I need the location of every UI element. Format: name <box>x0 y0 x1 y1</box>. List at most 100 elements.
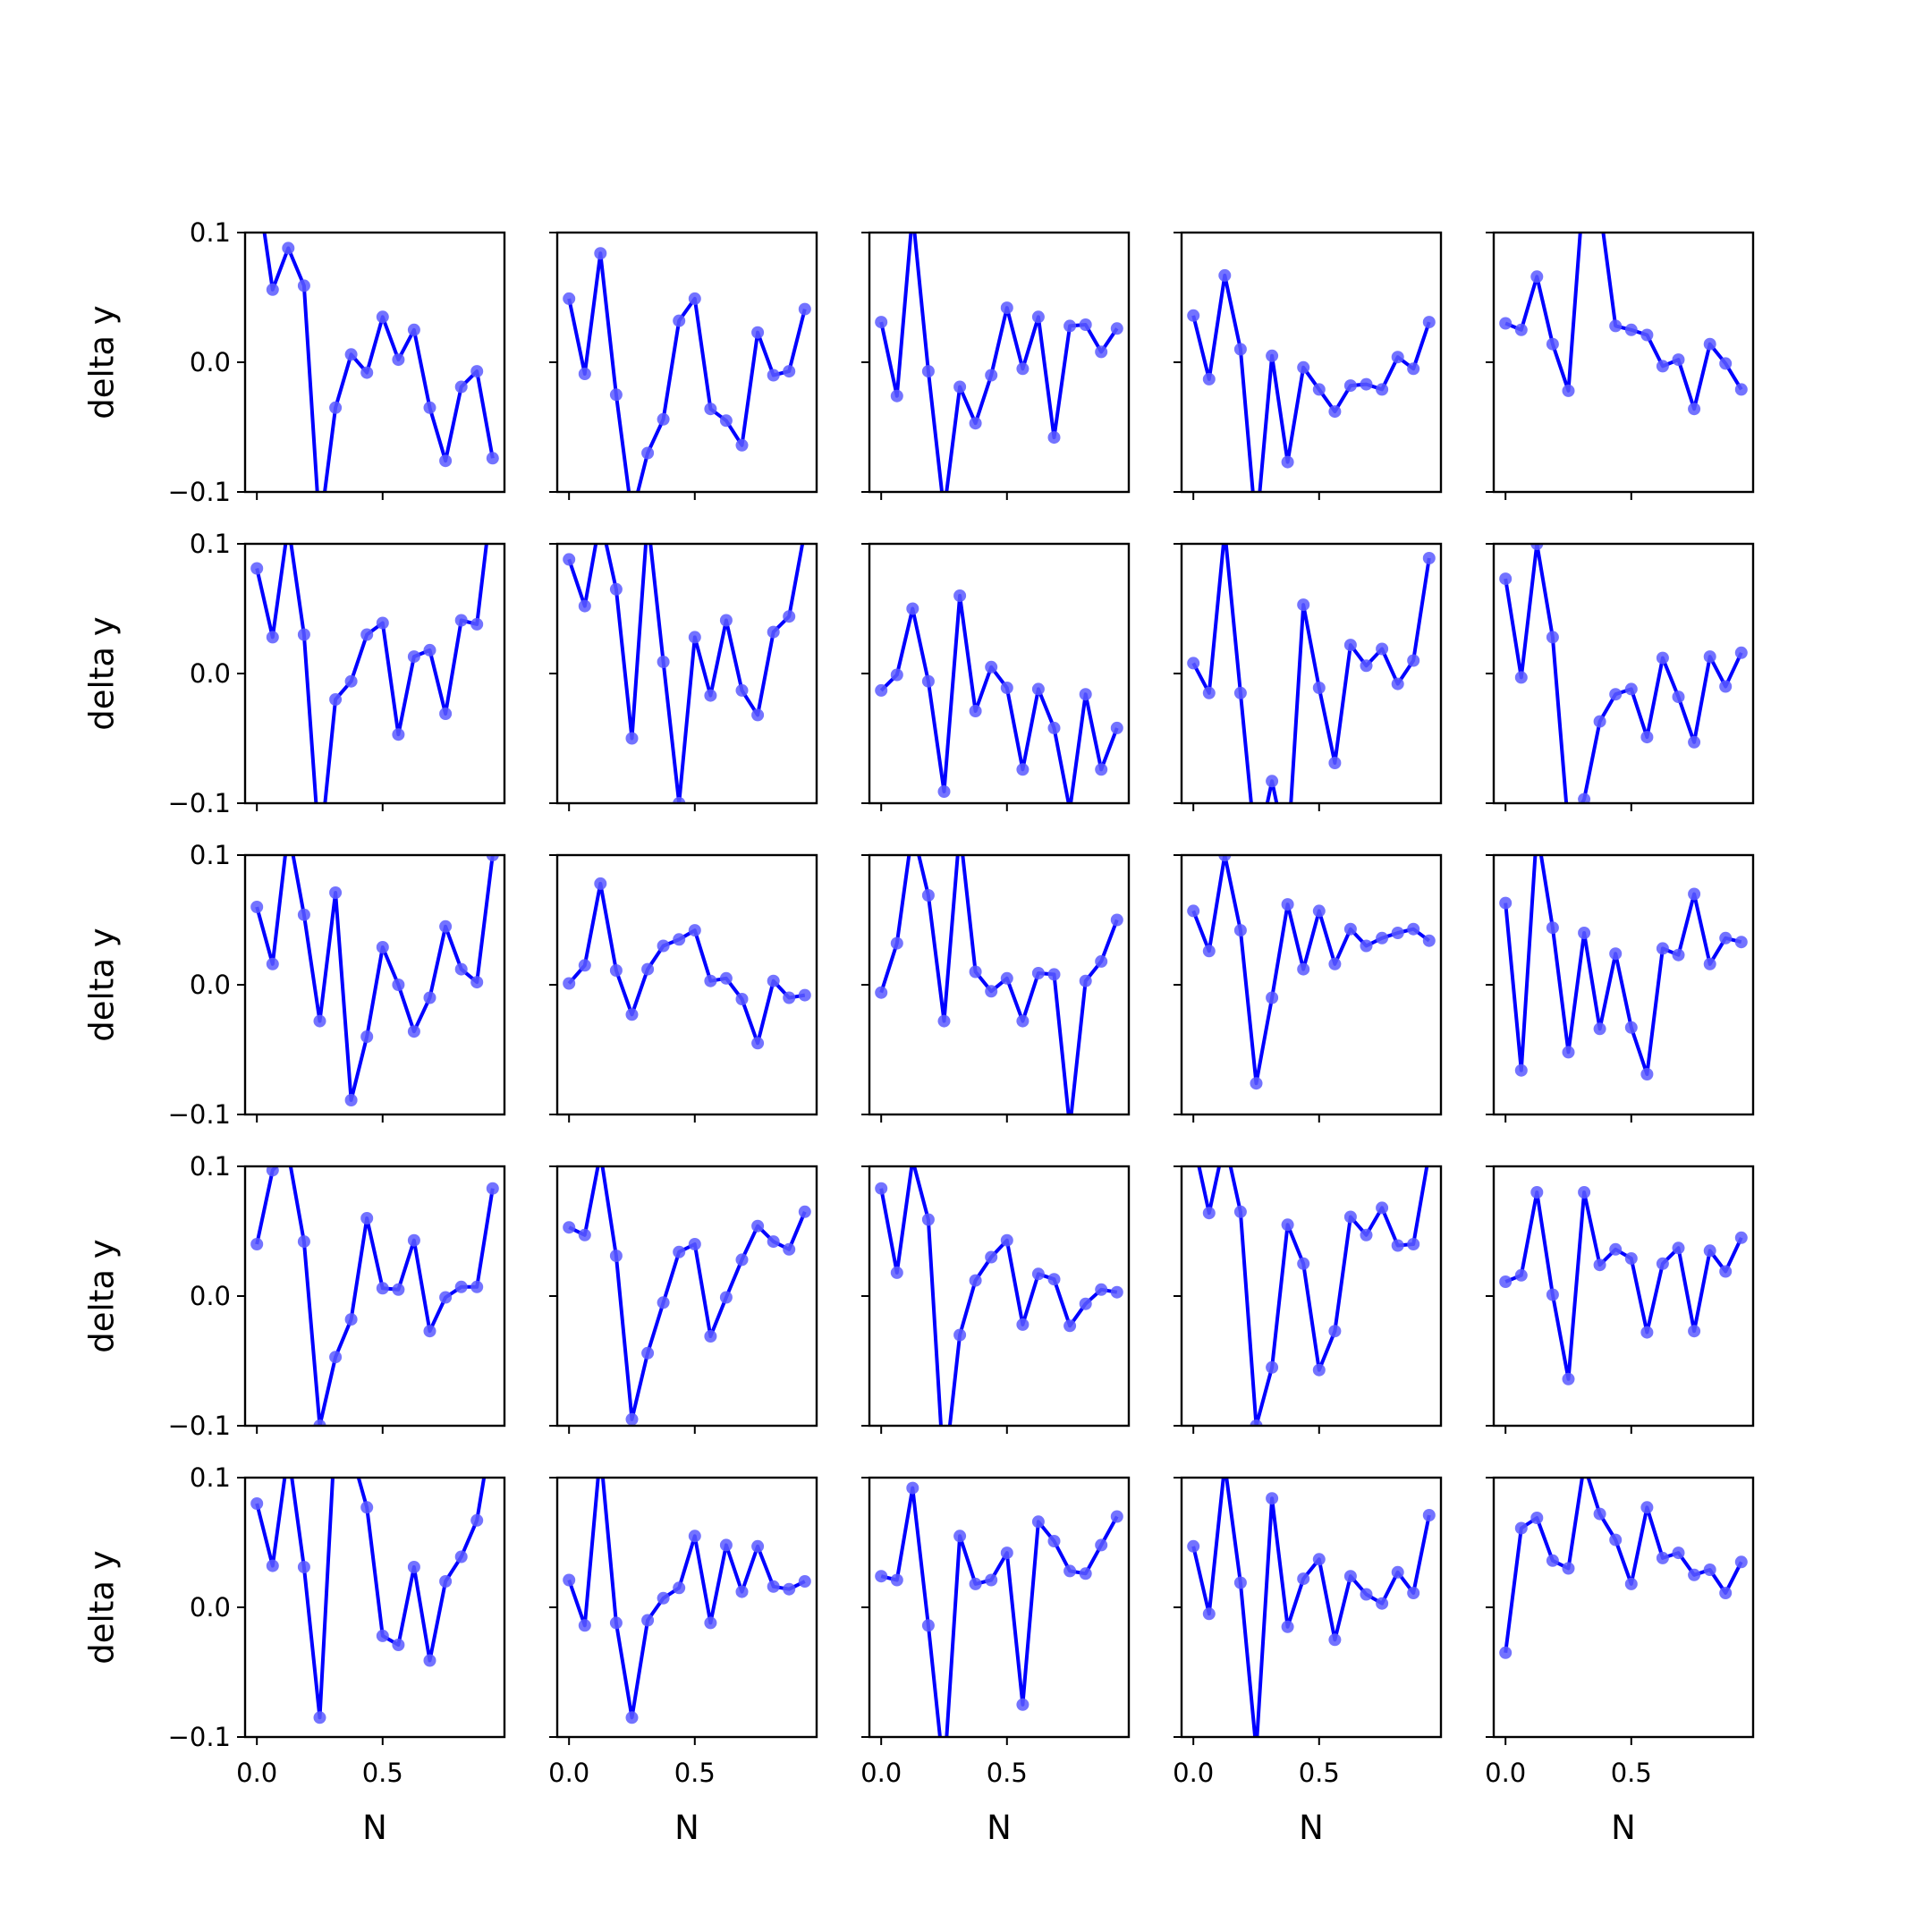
data-point <box>1202 1207 1216 1220</box>
data-point <box>1281 1218 1294 1232</box>
data-point <box>563 1573 576 1587</box>
data-point <box>783 991 796 1004</box>
data-point <box>719 614 733 627</box>
data-point <box>1719 1265 1733 1278</box>
y-tick-label: −0.1 <box>168 477 231 507</box>
data-point <box>470 617 484 631</box>
data-point <box>439 1291 453 1304</box>
data-point <box>1016 362 1030 376</box>
y-axis-label: delta y <box>83 616 122 730</box>
data-point <box>407 323 420 336</box>
data-point <box>657 412 670 426</box>
data-point <box>609 964 623 977</box>
data-point <box>1656 651 1669 665</box>
series-line <box>567 251 807 492</box>
data-point <box>641 962 655 976</box>
data-point <box>906 1481 919 1495</box>
data-point <box>1266 991 1279 1004</box>
subplot-r2-c2 <box>549 542 818 811</box>
data-point <box>1266 1492 1279 1505</box>
data-point <box>1376 1597 1389 1610</box>
data-point <box>470 976 484 989</box>
data-point <box>407 1233 420 1247</box>
data-point <box>439 454 453 468</box>
data-point <box>1422 552 1436 564</box>
data-point <box>1546 337 1559 351</box>
data-point <box>1624 323 1638 336</box>
x-tick-label: 0.5 <box>1611 1758 1652 1788</box>
x-tick-label: 0.5 <box>987 1758 1028 1788</box>
data-point <box>625 1711 639 1724</box>
data-point <box>985 1573 998 1587</box>
data-point <box>376 941 389 953</box>
data-point <box>344 1313 358 1326</box>
data-point <box>313 1711 326 1724</box>
data-point <box>1233 924 1247 937</box>
data-point <box>1360 659 1373 673</box>
data-point <box>1233 686 1247 699</box>
y-tick-label: 0.0 <box>190 658 231 689</box>
data-point <box>985 660 998 674</box>
data-point <box>953 1530 967 1543</box>
y-tick-label: 0.0 <box>190 1592 231 1623</box>
series-line <box>1191 544 1431 803</box>
data-point <box>423 401 436 414</box>
data-point <box>1095 345 1108 359</box>
data-point <box>1624 682 1638 696</box>
y-tick-label: −0.1 <box>168 1722 231 1752</box>
data-point <box>376 1282 389 1295</box>
data-point <box>1407 654 1420 667</box>
data-point <box>953 589 967 602</box>
data-point <box>1095 1283 1108 1296</box>
series-line <box>879 855 1119 1114</box>
data-point <box>1672 1241 1685 1255</box>
data-point <box>1514 671 1528 684</box>
data-point <box>1562 1562 1575 1575</box>
data-point <box>1530 270 1544 284</box>
data-point <box>360 628 374 641</box>
data-point <box>1734 646 1748 659</box>
data-point <box>1110 1510 1123 1523</box>
data-point <box>1187 309 1200 322</box>
y-tick-label: −0.1 <box>168 1099 231 1130</box>
data-point <box>266 957 279 970</box>
data-point <box>1187 657 1200 670</box>
data-point <box>1640 328 1654 342</box>
data-point <box>594 247 607 260</box>
data-point <box>657 1591 670 1605</box>
data-point <box>563 1221 576 1234</box>
data-point <box>1546 631 1559 644</box>
data-point <box>1110 913 1123 927</box>
data-point <box>673 797 686 803</box>
x-tick-label: 0.5 <box>362 1758 403 1788</box>
subplot-r4-c2 <box>549 1165 818 1434</box>
data-point <box>1000 1546 1013 1560</box>
data-point <box>1312 1363 1326 1377</box>
data-point <box>1703 337 1716 351</box>
data-point <box>1407 922 1420 936</box>
data-point <box>1047 431 1061 445</box>
data-point <box>1343 1570 1357 1583</box>
data-point <box>1233 343 1247 356</box>
data-point <box>454 1550 468 1563</box>
data-point <box>376 1629 389 1642</box>
data-point <box>1110 322 1123 335</box>
data-point <box>297 279 310 292</box>
data-point <box>376 616 389 630</box>
subplot-r1-c2 <box>549 231 818 500</box>
data-point <box>297 628 310 641</box>
data-point <box>563 292 576 305</box>
y-tick-label: 0.1 <box>190 1462 231 1493</box>
subplot-r5-c2: 0.0 0.5 N <box>548 1476 818 1847</box>
data-point <box>798 988 811 1002</box>
data-point <box>1578 927 1591 939</box>
data-point <box>1376 383 1389 396</box>
data-point <box>1546 921 1559 935</box>
data-point <box>890 1573 903 1587</box>
data-point <box>875 986 888 999</box>
subplot-r3-c1: −0.1 0.0 0.1 delta y <box>83 840 506 1130</box>
data-point <box>1734 383 1748 396</box>
x-axis-label: N <box>987 1809 1012 1847</box>
